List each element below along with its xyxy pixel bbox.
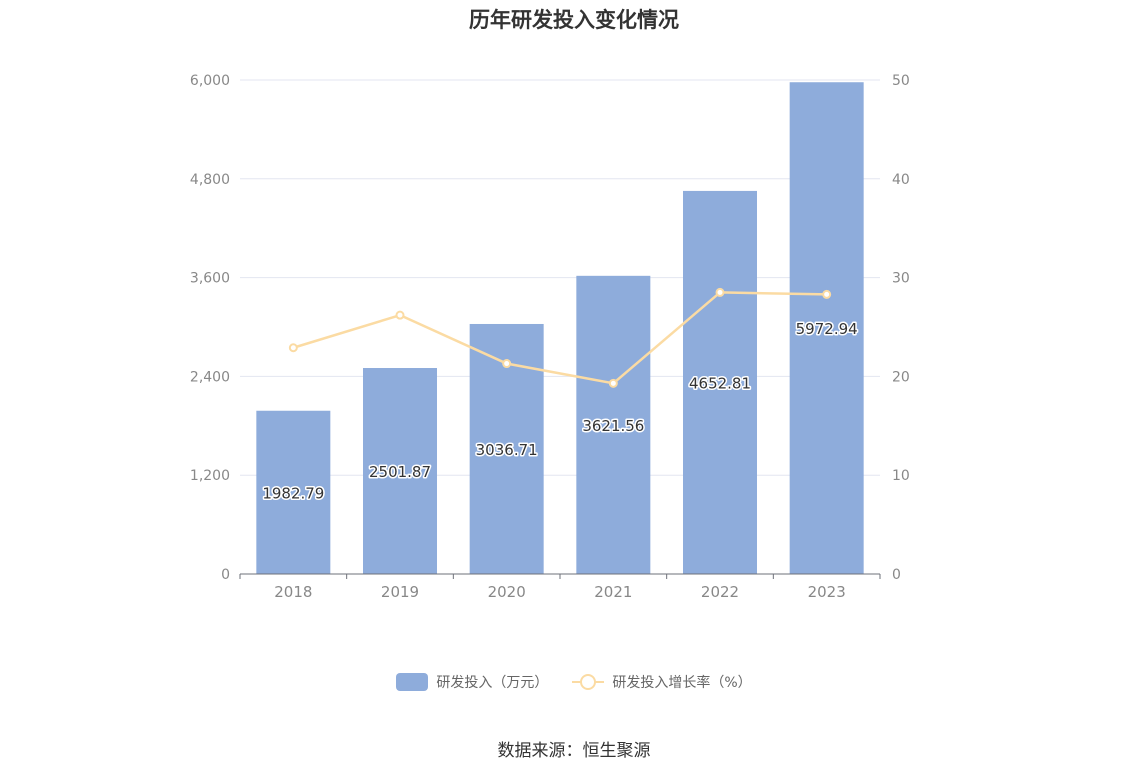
legend-line-swatch [572,673,605,691]
bar [256,410,331,574]
chart-title: 历年研发投入变化情况 [469,8,679,32]
grid-lines [240,79,880,476]
line-point [608,378,618,388]
right-tick-label: 40 [892,172,910,188]
legend-line-label: 研发投入增长率（%） [612,675,752,691]
legend-bar-label: 研发投入（万元） [436,675,549,691]
left-tick-label: 2,400 [190,369,230,385]
chart-svg: 0 1,200 2,400 3,600 4,800 6,000 0 10 20 30 40 50 1… [190,73,910,601]
data-source: 数据来源：恒生聚源 [497,741,651,761]
bar [576,275,651,574]
bar-data-label: 3621.56 [582,417,644,435]
legend: 研发投入（万元） 研发投入增长率（%） [0,672,1148,692]
bar-series [256,82,864,575]
x-tick-label: 2023 [808,583,846,601]
bar [789,82,864,575]
legend-item-bar[interactable]: 研发投入（万元） [396,672,548,692]
right-tick-label: 10 [892,468,910,484]
x-tick-label: 2018 [274,583,312,601]
line-point [395,310,405,320]
line-series [288,287,832,388]
x-tick-label: 2020 [488,583,526,601]
growth-rate-line [292,291,827,385]
left-tick-label: 4,800 [190,172,230,188]
bar-data-label: 2501.87 [369,463,431,481]
legend-item-line[interactable]: 研发投入增长率（%） [572,672,752,692]
line-point [502,359,512,369]
bar-data-label: 3036.71 [476,441,538,459]
right-tick-label: 0 [892,567,901,583]
right-axis-ticks: 0 10 20 30 40 50 [892,73,910,583]
bar [683,190,757,574]
x-axis-ticks: 2018 2019 2020 2021 2022 2023 [239,573,881,601]
right-tick-label: 30 [892,271,910,287]
bar [363,368,437,574]
x-tick-label: 2022 [701,583,739,601]
legend-bar-swatch [396,673,429,691]
left-tick-label: 1,200 [190,468,230,484]
bar-data-label: 1982.79 [262,484,324,502]
line-point [822,289,832,299]
bar-data-labels: 1982.79 2501.87 3036.71 3621.56 4652.81 5972.… [261,319,859,504]
x-tick-label: 2021 [594,583,632,601]
line-point [288,343,298,353]
bar-data-label: 5972.94 [796,320,858,338]
right-tick-label: 20 [892,369,910,385]
line-point [715,287,725,297]
left-axis-ticks: 0 1,200 2,400 3,600 4,800 6,000 [190,73,230,583]
left-tick-label: 6,000 [190,73,230,89]
left-tick-label: 0 [221,567,230,583]
right-tick-label: 50 [892,73,910,89]
x-tick-label: 2019 [381,583,419,601]
bar-data-label: 4652.81 [689,374,751,392]
left-tick-label: 3,600 [190,271,230,287]
